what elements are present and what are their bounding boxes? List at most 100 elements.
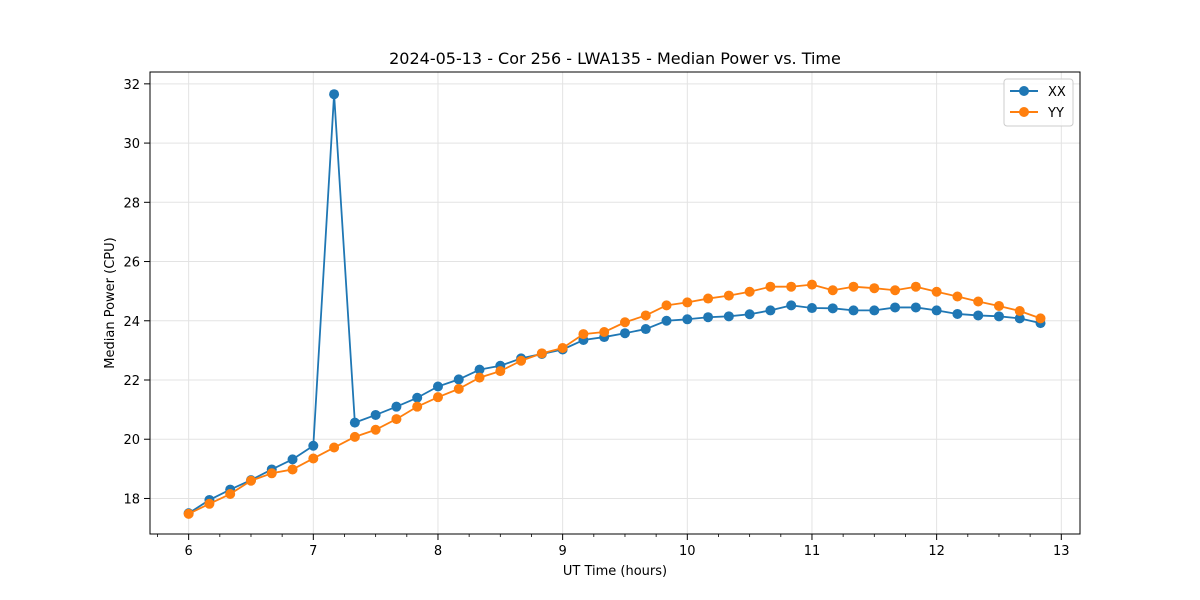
data-point-yy (557, 343, 568, 354)
data-point-xx (848, 305, 859, 316)
data-point-yy (910, 281, 921, 292)
x-axis-title: UT Time (hours) (563, 564, 667, 579)
data-point-yy (412, 401, 423, 412)
data-point-yy (952, 291, 963, 302)
data-point-xx (619, 328, 630, 339)
legend-label-xx: XX (1048, 85, 1066, 100)
data-point-xx (910, 302, 921, 313)
x-tick-label: 8 (434, 544, 442, 559)
x-tick-label: 9 (559, 544, 567, 559)
data-point-xx (723, 311, 734, 322)
data-point-yy (266, 468, 277, 479)
x-tick-label: 12 (928, 544, 945, 559)
data-point-xx (827, 303, 838, 314)
data-point-yy (619, 317, 630, 328)
legend-label-yy: YY (1047, 106, 1064, 121)
data-point-xx (952, 308, 963, 319)
data-point-yy (308, 453, 319, 464)
x-tick-label: 10 (679, 544, 696, 559)
data-point-yy (349, 431, 360, 442)
data-point-xx (765, 305, 776, 316)
data-point-xx (973, 310, 984, 321)
legend: XX YY (1003, 78, 1074, 127)
data-point-yy (1014, 305, 1025, 316)
y-tick-label: 24 (123, 315, 140, 330)
y-tick-label: 32 (123, 78, 140, 93)
legend-swatch-marker-xx (1019, 86, 1029, 96)
y-tick-label: 20 (123, 433, 140, 448)
data-point-yy (973, 296, 984, 307)
data-point-xx (1014, 313, 1025, 324)
data-point-yy (391, 414, 402, 425)
legend-item-yy: YY (1010, 106, 1064, 121)
data-point-xx (329, 89, 340, 100)
data-point-yy (682, 297, 693, 308)
data-point-xx (931, 305, 942, 316)
data-point-yy (183, 508, 194, 519)
data-point-yy (225, 489, 236, 500)
data-point-xx (287, 454, 298, 465)
data-point-xx (370, 409, 381, 420)
plot-frame (149, 71, 1081, 535)
data-point-yy (1035, 313, 1046, 324)
data-point-xx (682, 314, 693, 325)
data-point-xx (640, 324, 651, 335)
data-point-xx (412, 392, 423, 403)
data-point-xx (453, 374, 464, 385)
data-point-yy (474, 372, 485, 383)
x-tick-label: 6 (185, 544, 193, 559)
y-tick-label: 18 (123, 492, 140, 507)
series-layer (183, 89, 1046, 519)
data-point-yy (931, 286, 942, 297)
data-point-xx (349, 417, 360, 428)
data-point-yy (869, 283, 880, 294)
data-point-xx (786, 300, 797, 311)
data-point-yy (786, 281, 797, 292)
data-point-yy (287, 464, 298, 475)
grid (150, 72, 1080, 534)
data-point-xx (869, 305, 880, 316)
legend-swatch-marker-yy (1019, 107, 1029, 117)
data-point-yy (744, 286, 755, 297)
data-point-xx (993, 311, 1004, 322)
data-point-yy (536, 348, 547, 359)
x-tick-label: 13 (1053, 544, 1070, 559)
legend-item-xx: XX (1010, 85, 1066, 100)
data-point-xx (661, 315, 672, 326)
data-point-yy (370, 424, 381, 435)
data-point-yy (806, 279, 817, 290)
data-point-yy (993, 300, 1004, 311)
y-tick-label: 22 (123, 374, 140, 389)
data-point-xx (474, 364, 485, 375)
data-point-yy (723, 290, 734, 301)
data-point-yy (661, 300, 672, 311)
y-tick-label: 28 (123, 196, 140, 211)
x-tick-label: 11 (804, 544, 821, 559)
data-point-xx (308, 440, 319, 451)
data-point-yy (640, 310, 651, 321)
data-point-yy (848, 281, 859, 292)
axis-ticks: 6 7 8 9 10 11 12 13 18 20 22 24 26 28 30 32 (123, 78, 1069, 559)
y-tick-label: 26 (123, 256, 140, 271)
data-point-yy (432, 392, 443, 403)
y-tick-label: 30 (123, 137, 140, 152)
data-point-xx (432, 381, 443, 392)
data-point-yy (599, 327, 610, 338)
data-point-xx (744, 309, 755, 320)
data-point-yy (329, 442, 340, 453)
x-tick-label: 7 (309, 544, 317, 559)
data-point-yy (245, 475, 256, 486)
chart-title: 2024-05-13 - Cor 256 - LWA135 - Median P… (389, 49, 841, 68)
data-point-xx (806, 303, 817, 314)
data-point-yy (516, 355, 527, 366)
data-point-yy (765, 281, 776, 292)
data-point-yy (204, 498, 215, 509)
data-point-yy (453, 383, 464, 394)
data-point-yy (827, 285, 838, 296)
data-point-yy (703, 293, 714, 304)
data-point-xx (703, 312, 714, 323)
data-point-xx (890, 302, 901, 313)
y-axis-title: Median Power (CPU) (103, 237, 118, 368)
